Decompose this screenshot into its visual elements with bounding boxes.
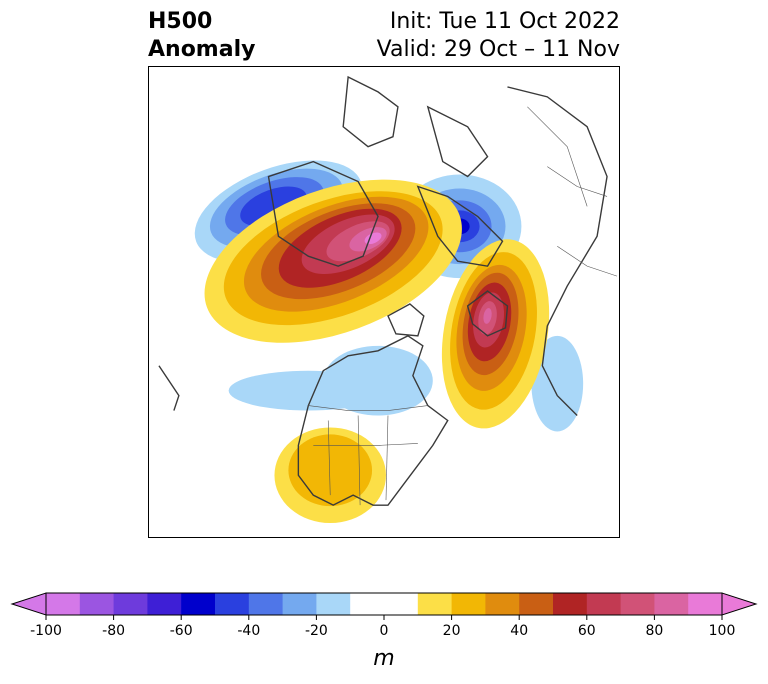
coastlines: [158, 75, 608, 506]
colorbar-bin: [586, 593, 622, 615]
colorbar-tick-label: 100: [709, 623, 736, 639]
colorbar-bin: [485, 593, 520, 615]
anomaly-negative-hudson: [228, 345, 433, 416]
anomaly-positive-uk: [441, 239, 550, 429]
colorbar-bin: [113, 593, 148, 615]
colorbar-tick-label: -80: [102, 623, 125, 639]
colorbar-bin: [384, 593, 419, 615]
colorbar-tick-label: 0: [380, 623, 389, 639]
map-title-left: H500 Anomaly: [148, 8, 255, 64]
title-field-sub: Anomaly: [148, 37, 256, 62]
colorbar-bin: [451, 593, 486, 615]
colorbar-bin: [417, 593, 453, 615]
valid-range: Valid: 29 Oct – 11 Nov: [376, 37, 620, 62]
colorbar-bin: [215, 593, 250, 615]
colorbar-extend-under: [10, 592, 47, 616]
anomaly-map: [158, 75, 618, 524]
map-title-right: Init: Tue 11 Oct 2022 Valid: 29 Oct – 11…: [377, 8, 620, 64]
title-field: H500: [148, 9, 213, 34]
colorbar-bin: [147, 593, 182, 615]
colorbar-tick-label: 60: [578, 623, 596, 639]
init-date: Init: Tue 11 Oct 2022: [389, 9, 620, 34]
colorbar-tick-label: 40: [510, 623, 528, 639]
colorbar-extend-over: [721, 592, 758, 616]
colorbar-bin: [181, 593, 216, 615]
colorbar: -100 -80 -60 -40 -20 0 20 40 60 80 100: [10, 592, 758, 639]
colorbar-tick-label: -20: [305, 623, 328, 639]
colorbar-tick-label: -60: [170, 623, 193, 639]
anomaly-positive-southwest-us: [274, 427, 386, 524]
anomaly-positive-arctic: [204, 179, 462, 343]
political-borders: [308, 106, 618, 506]
map-panel: [148, 66, 620, 538]
colorbar-bin: [46, 593, 81, 615]
colorbar-bin: [248, 593, 284, 615]
colorbar-bin: [316, 593, 351, 615]
colorbar-bin: [350, 593, 385, 615]
colorbar-tick-label: -100: [30, 623, 62, 639]
anomaly-negative-atlantic: [531, 335, 584, 432]
colorbar-bin: [519, 593, 554, 615]
colorbar-tick-label: 20: [443, 623, 461, 639]
colorbar-tick-label: 80: [645, 623, 663, 639]
colorbar-bin: [620, 593, 655, 615]
colorbar-bin: [79, 593, 115, 615]
colorbar-bin: [553, 593, 588, 615]
colorbar-bin: [688, 593, 723, 615]
colorbar-bin: [654, 593, 689, 615]
colorbar-bin: [282, 593, 317, 615]
colorbar-tick-label: -40: [237, 623, 260, 639]
colorbar-unit-label: m: [373, 646, 395, 671]
